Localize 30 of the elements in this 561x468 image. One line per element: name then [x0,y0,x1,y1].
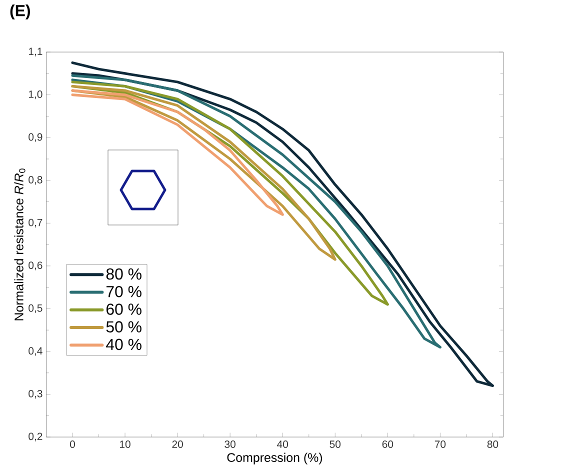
x-tick-label: 80 [487,440,498,448]
y-tick-label: 1,0 [28,90,42,100]
line-series [71,85,336,261]
y-tick-label: 0,9 [28,133,42,142]
line-series [71,62,494,388]
legend-label: 40 % [106,338,142,350]
y-tick-label: 1,1 [28,48,42,56]
chart-title: (E) [10,4,30,20]
x-tick-label: 0 [70,440,75,448]
y-tick-label: 0,8 [28,176,42,185]
y-tick-label: 0,2 [28,432,42,442]
line-series [71,89,284,216]
x-axis-title: Compression (%) [227,452,322,465]
x-tick-label: 30 [224,440,236,448]
x-tick-label: 60 [382,440,394,448]
x-tick-label: 40 [277,440,288,448]
x-tick-label: 10 [120,440,130,448]
y-tick-label: 0,5 [28,304,42,314]
y-tick-label: 0,7 [28,218,42,228]
legend-label: 80 % [106,268,142,280]
x-tick-label: 50 [330,440,341,448]
legend-label: 50 % [106,321,142,333]
x-tick-label: 70 [434,440,446,448]
legend-label: 70 % [106,286,142,298]
legend-label: 60 % [106,304,142,315]
y-tick-label: 0,6 [28,262,42,270]
y-axis-title: Normalized resistance R/R$_{0}$ [14,168,26,320]
y-tick-label: 0,3 [28,390,42,399]
x-tick-label: 20 [172,440,183,448]
y-tick-label: 0,4 [28,347,42,356]
